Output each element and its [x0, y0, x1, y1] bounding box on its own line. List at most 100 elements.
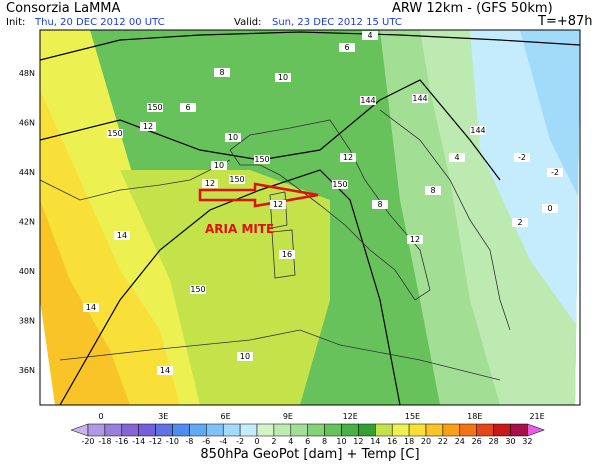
colorbar-caption: 850hPa GeoPot [dam] + Temp [C] [200, 447, 419, 462]
lat-label: 40N [19, 267, 35, 276]
colorbar-label: 32 [522, 437, 532, 446]
contour-label: 4 [367, 31, 372, 40]
lat-label: 38N [19, 317, 35, 326]
map-frame [39, 29, 581, 406]
contour-label-bg [275, 73, 291, 82]
contour-label: 150 [107, 129, 122, 138]
contour-label-bg [114, 231, 130, 240]
contour-label: 12 [143, 122, 153, 131]
contour-label-bg [425, 186, 441, 195]
contour-label-bg [332, 180, 348, 189]
lon-label: 15E [405, 412, 420, 421]
colorbar-label: -2 [236, 437, 244, 446]
colorbar-swatch [442, 423, 461, 437]
colorbar-label: -8 [185, 437, 193, 446]
contour-label-bg [107, 129, 123, 138]
title: Consorzia LaMMA [6, 1, 121, 16]
contour-label-bg [339, 43, 355, 52]
contour-label: 8 [430, 186, 435, 195]
contour-label-bg [270, 200, 286, 209]
colorbar-swatch [256, 423, 275, 437]
field-lime [120, 170, 330, 405]
height-contour [59, 169, 401, 405]
coastline-corsica [269, 191, 288, 229]
contour-label: 150 [147, 103, 162, 112]
colorbar-label: 28 [489, 437, 499, 446]
colorbar-swatch [459, 423, 477, 437]
colorbar-label: -10 [166, 437, 179, 446]
contour-label: 8 [377, 200, 382, 209]
contour-label: 14 [160, 366, 170, 375]
init-label: Init: [6, 17, 25, 28]
contour-label: 0 [547, 204, 552, 213]
colorbar-swatch [206, 423, 224, 437]
contour-label-bg [140, 122, 156, 131]
contour-label: 150 [254, 155, 269, 164]
colorbar-label: 20 [421, 437, 431, 446]
lon-label: 9E [283, 412, 293, 421]
contour-label-bg [211, 161, 227, 170]
colorbar-label: -16 [115, 437, 128, 446]
colorbar-label: -4 [219, 437, 227, 446]
contour-label-bg [407, 235, 423, 244]
contour-label-bg [362, 31, 378, 40]
contour-label: 6 [344, 43, 349, 52]
contour-label-bg [547, 168, 563, 177]
contour-label: -2 [518, 153, 526, 162]
contour-label: 150 [190, 285, 205, 294]
colorbar-swatch [425, 423, 444, 437]
contour-label: 2 [517, 218, 522, 227]
lat-label: 48N [19, 69, 35, 78]
contour-label: 14 [117, 231, 127, 240]
contour-label: 6 [185, 103, 190, 112]
field-blue [520, 30, 580, 200]
colorbar-label: 14 [370, 437, 380, 446]
contour-label-bg [180, 103, 196, 112]
colorbar-label: -18 [98, 437, 111, 446]
contour-label: 10 [278, 73, 288, 82]
colorbar-label: 24 [455, 437, 465, 446]
colorbar-swatch [273, 423, 292, 437]
lon-label: 0 [98, 412, 103, 421]
contour-label: 144 [412, 94, 427, 103]
contour-label-bg [254, 155, 270, 164]
contour-label: -2 [551, 168, 559, 177]
contour-label: 10 [228, 133, 238, 142]
colorbar-swatch [138, 423, 156, 437]
colorbar-swatch [476, 423, 494, 437]
lon-label: 3E [158, 412, 168, 421]
field-orange [40, 200, 130, 405]
colorbar-label: 30 [505, 437, 515, 446]
coastline-france-spain [40, 159, 231, 201]
coastline-africa [59, 329, 501, 381]
contour-label-bg [340, 153, 356, 162]
contour-label-bg [147, 103, 163, 112]
colorbar-label: 26 [472, 437, 482, 446]
colorbar-swatch [189, 423, 207, 437]
contour-label: 150 [229, 175, 244, 184]
contour-label-bg [470, 126, 486, 135]
contour-label: 12 [410, 235, 420, 244]
contour-label-bg [514, 153, 530, 162]
colorbar-swatch [239, 423, 258, 437]
colorbar-label: 16 [387, 437, 397, 446]
colorbar-label: 22 [438, 437, 448, 446]
init-time: Thu, 20 DEC 2012 00 UTC [34, 17, 165, 28]
colorbar-label: -6 [202, 437, 210, 446]
warm-air-arrow [198, 182, 319, 208]
contour-label-bg [412, 94, 428, 103]
lon-label: 18E [467, 412, 482, 421]
colorbar-label: -12 [149, 437, 162, 446]
colorbar-swatch [290, 423, 308, 437]
contour-label: 14 [86, 303, 96, 312]
contour-label: 12 [343, 153, 353, 162]
contour-label: 144 [360, 96, 375, 105]
colorbar-swatch [408, 423, 427, 437]
contour-label-bg [202, 179, 218, 188]
lon-label: 21E [529, 412, 544, 421]
contour-label-bg [542, 204, 558, 213]
contour-label-bg [237, 352, 253, 361]
colorbar-swatch [391, 423, 410, 437]
colorbar-swatch [172, 423, 190, 437]
